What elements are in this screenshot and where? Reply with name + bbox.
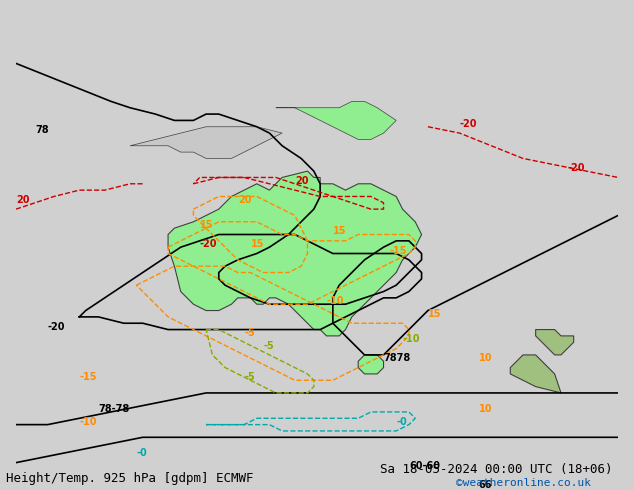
Text: 15: 15 [428, 309, 441, 319]
Text: Height/Temp. 925 hPa [gdpm] ECMWF: Height/Temp. 925 hPa [gdpm] ECMWF [6, 472, 254, 485]
Text: -20: -20 [200, 239, 217, 249]
Text: 10: 10 [479, 404, 492, 414]
Polygon shape [358, 355, 384, 374]
Text: -10: -10 [79, 416, 97, 427]
Text: -10: -10 [327, 296, 344, 306]
Text: 20: 20 [238, 195, 251, 205]
Text: 60-60: 60-60 [409, 461, 440, 471]
Text: -5: -5 [244, 372, 255, 382]
Text: -15: -15 [79, 372, 97, 382]
Polygon shape [130, 127, 282, 158]
Text: -0: -0 [136, 448, 147, 458]
Text: -20: -20 [48, 321, 65, 332]
Text: 78: 78 [35, 125, 49, 135]
Text: 15: 15 [333, 226, 346, 237]
Text: 10: 10 [479, 353, 492, 363]
Text: -15: -15 [390, 245, 408, 255]
Text: -5: -5 [263, 341, 274, 350]
Text: -20: -20 [460, 119, 477, 129]
Text: 15: 15 [200, 220, 213, 230]
Text: ©weatheronline.co.uk: ©weatheronline.co.uk [456, 478, 592, 488]
Polygon shape [536, 330, 574, 355]
Text: -0: -0 [396, 416, 407, 427]
Text: Sa 18-05-2024 00:00 UTC (18+06): Sa 18-05-2024 00:00 UTC (18+06) [380, 463, 613, 476]
Polygon shape [168, 171, 422, 336]
Text: 15: 15 [250, 239, 264, 249]
Text: 20: 20 [16, 195, 29, 205]
Text: 7878: 7878 [384, 353, 411, 363]
Polygon shape [510, 355, 561, 393]
Text: 78-78: 78-78 [98, 404, 129, 414]
Text: -5: -5 [244, 328, 255, 338]
Text: 20: 20 [295, 176, 308, 186]
Text: 66: 66 [479, 480, 492, 490]
Text: -10: -10 [403, 334, 420, 344]
Text: -20: -20 [567, 163, 585, 173]
Polygon shape [276, 101, 396, 140]
